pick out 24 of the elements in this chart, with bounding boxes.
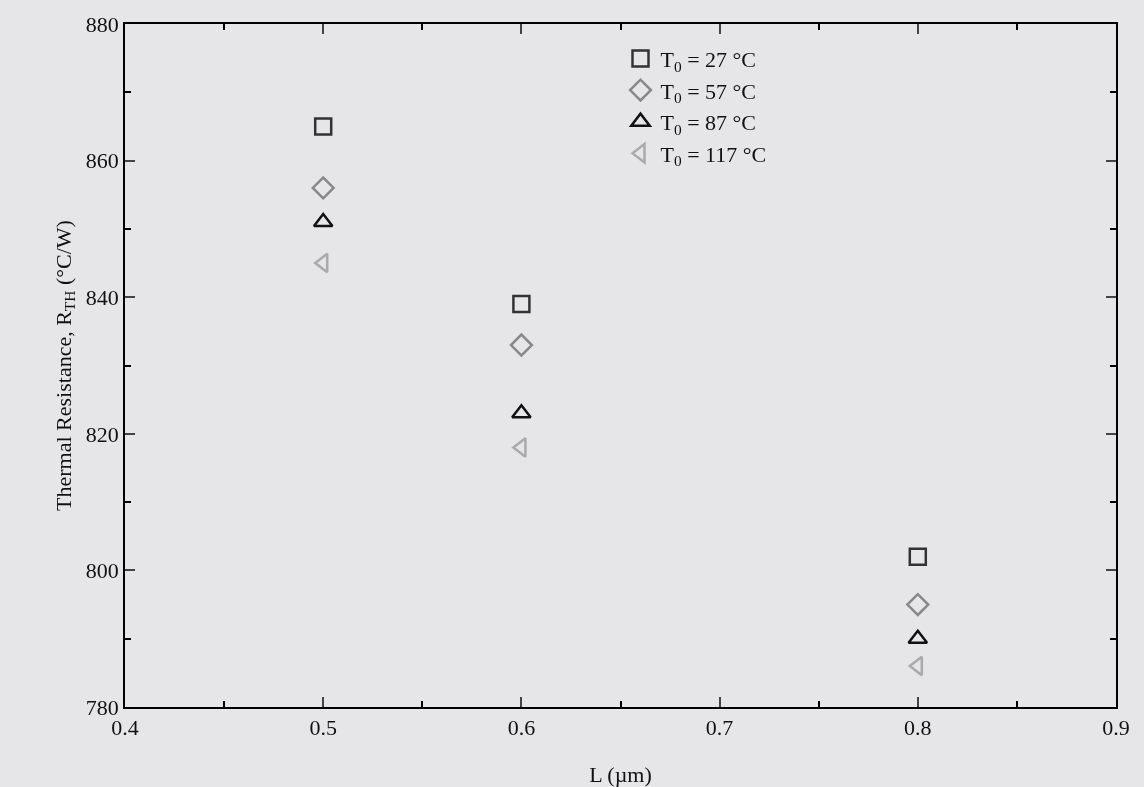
- legend-label: T$_{0}$ = 117 °C: [660, 141, 767, 170]
- point: [908, 547, 928, 566]
- point: [908, 655, 924, 677]
- y-tick-label: 840: [85, 284, 119, 310]
- y-tick-label: 860: [85, 148, 119, 174]
- x-tick-label: 0.6: [507, 715, 536, 741]
- x-tick-label: 0.9: [1102, 715, 1130, 741]
- x-tick-label: 0.7: [705, 715, 734, 741]
- point: [313, 252, 329, 274]
- x-tick-label: 0.5: [309, 715, 337, 741]
- y-tick-label: 800: [85, 558, 119, 584]
- point: [509, 333, 534, 357]
- y-tick-label: 820: [85, 421, 119, 447]
- x-axis-title: L (µm): [589, 762, 652, 787]
- point: [512, 294, 531, 314]
- point: [312, 212, 334, 228]
- legend-label: T$_{0}$ = 57 °C: [660, 78, 757, 107]
- legend-label: T$_{0}$ = 27 °C: [660, 47, 757, 75]
- x-tick-label: 0.8: [904, 715, 932, 741]
- legend-label: T$_{0}$ = 87 °C: [660, 110, 757, 138]
- point: [906, 592, 930, 617]
- point: [311, 176, 335, 200]
- y-tick-label: 880: [85, 11, 119, 37]
- point: [313, 117, 333, 136]
